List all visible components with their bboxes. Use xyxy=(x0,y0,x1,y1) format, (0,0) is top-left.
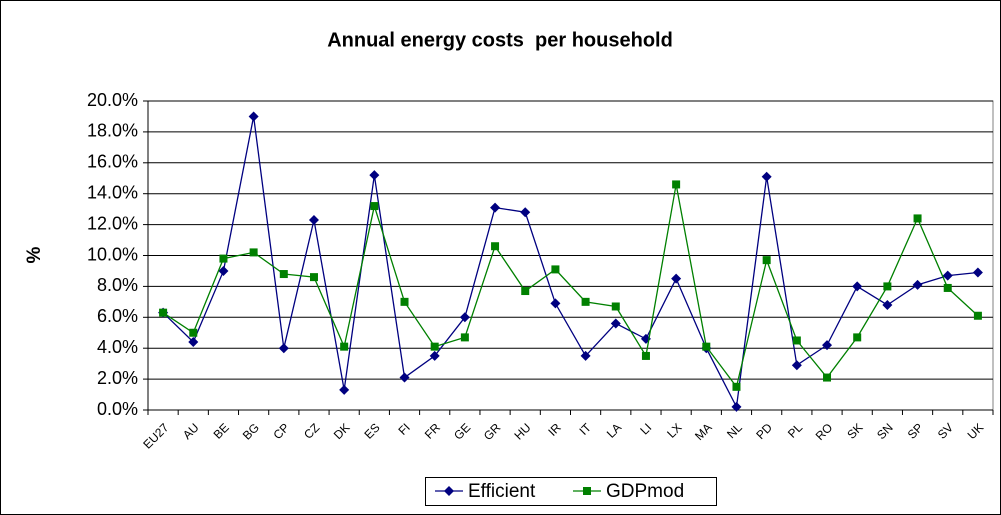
data-point xyxy=(308,214,319,225)
data-point xyxy=(399,372,410,383)
data-point xyxy=(491,242,500,251)
data-point xyxy=(641,351,650,360)
data-point xyxy=(460,333,469,342)
data-point xyxy=(159,308,168,317)
data-point xyxy=(912,279,923,290)
legend-label: GDPmod xyxy=(606,481,684,502)
data-point xyxy=(219,254,228,263)
data-point xyxy=(520,207,531,218)
data-point xyxy=(610,318,621,329)
data-point xyxy=(249,248,258,257)
data-point xyxy=(551,265,560,274)
legend xyxy=(425,477,717,506)
data-point xyxy=(852,281,863,292)
y-tick-label: 10.0% xyxy=(87,244,138,264)
y-tick-label: 20.0% xyxy=(87,90,138,110)
data-point xyxy=(731,401,742,412)
data-point xyxy=(973,311,982,320)
data-point xyxy=(671,273,682,284)
data-point xyxy=(369,170,380,181)
data-point xyxy=(278,343,289,354)
y-tick-label: 14.0% xyxy=(87,182,138,202)
data-point xyxy=(732,382,741,391)
data-point xyxy=(459,312,470,323)
legend-label: Efficient xyxy=(468,481,536,502)
data-point xyxy=(279,270,288,279)
data-point xyxy=(340,342,349,351)
data-point xyxy=(761,171,772,182)
data-point xyxy=(942,270,953,281)
data-point xyxy=(853,333,862,342)
y-tick-label: 18.0% xyxy=(87,121,138,141)
data-point xyxy=(188,337,199,348)
series-line xyxy=(162,184,979,389)
data-point xyxy=(189,328,198,337)
y-tick-label: 16.0% xyxy=(87,152,138,172)
data-point xyxy=(791,360,802,371)
y-tick-label: 6.0% xyxy=(97,306,138,326)
series-line xyxy=(162,116,978,410)
data-point xyxy=(400,297,409,306)
data-point xyxy=(521,287,530,296)
data-point xyxy=(248,111,259,122)
data-point xyxy=(792,336,801,345)
data-point xyxy=(339,384,350,395)
data-point xyxy=(429,350,440,361)
data-point xyxy=(822,340,833,351)
data-point xyxy=(581,297,590,306)
legend-marker xyxy=(444,486,454,496)
data-point xyxy=(490,202,501,213)
data-point xyxy=(883,282,892,291)
y-tick-label: 8.0% xyxy=(97,275,138,295)
data-point xyxy=(370,202,379,211)
data-point xyxy=(550,298,561,309)
data-point xyxy=(309,273,318,282)
legend-marker xyxy=(583,487,591,495)
chart-title: Annual energy costs per household xyxy=(327,29,673,51)
data-point xyxy=(823,373,832,382)
data-point xyxy=(913,214,922,223)
y-tick-label: 12.0% xyxy=(87,213,138,233)
data-point xyxy=(972,267,983,278)
data-point xyxy=(762,256,771,265)
y-tick-label: 0.0% xyxy=(97,399,138,419)
data-point xyxy=(882,299,893,310)
y-tick-label: 4.0% xyxy=(97,337,138,357)
data-point xyxy=(702,342,711,351)
data-point xyxy=(943,283,952,292)
data-point xyxy=(430,342,439,351)
data-point xyxy=(580,350,591,361)
y-tick-label: 2.0% xyxy=(97,368,138,388)
data-point xyxy=(611,302,620,311)
data-point xyxy=(218,265,229,276)
data-point xyxy=(672,180,681,189)
y-axis-label: % xyxy=(24,246,45,263)
